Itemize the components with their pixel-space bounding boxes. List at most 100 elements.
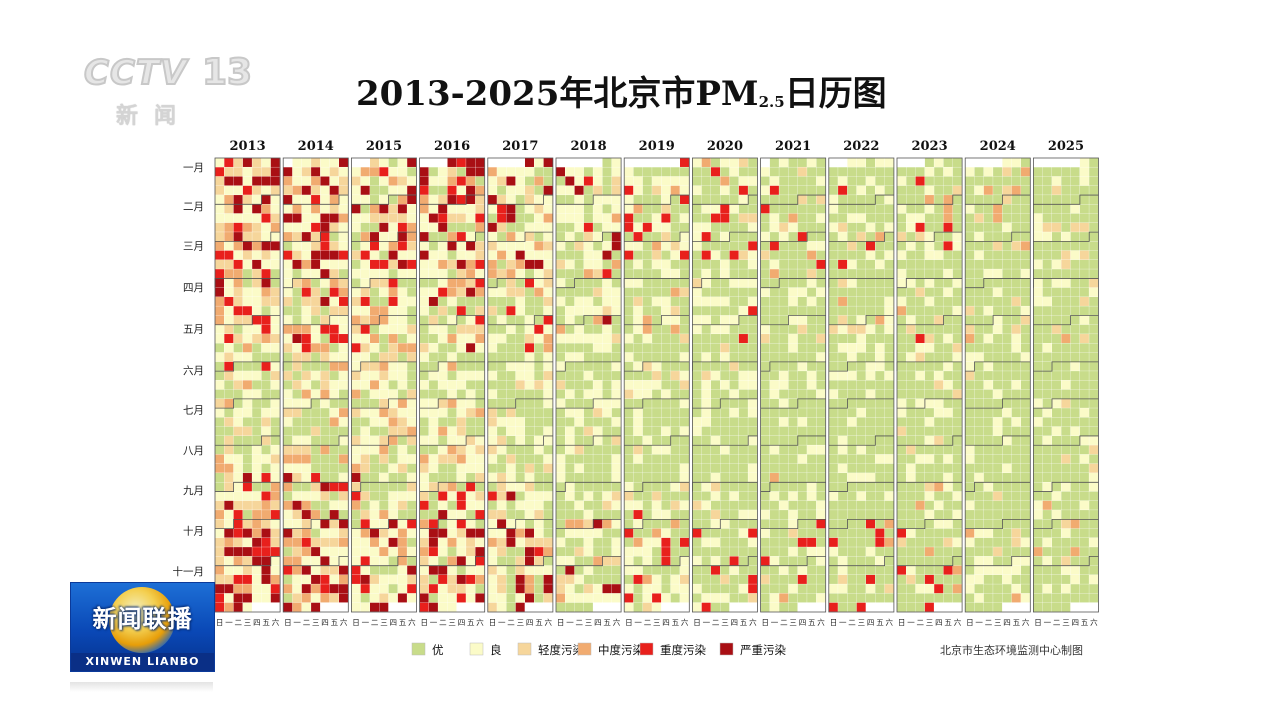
day-cell [593, 176, 603, 186]
day-cell [1052, 463, 1061, 473]
year-column-2025: 2025日一二三四五六 [1033, 139, 1099, 627]
day-cell [515, 232, 525, 242]
day-cell [379, 435, 389, 445]
day-cell [906, 445, 916, 455]
day-cell [261, 278, 271, 288]
day-cell [701, 158, 711, 167]
day-cell [534, 408, 544, 418]
day-cell [769, 241, 779, 251]
day-cell [1042, 602, 1052, 612]
month-boundary [1033, 231, 1099, 242]
day-cell [642, 343, 652, 353]
day-cell [828, 195, 838, 205]
day-cell [339, 158, 348, 167]
day-cell [661, 565, 671, 575]
day-cell [661, 445, 671, 455]
day-cell [748, 491, 758, 501]
day-cell [565, 278, 575, 288]
day-cell [642, 463, 652, 473]
day-cell [769, 417, 779, 427]
day-cell [1011, 204, 1021, 214]
day-cell [419, 454, 429, 464]
day-cell [506, 537, 516, 547]
day-cell [943, 473, 953, 482]
day-cell [351, 510, 361, 520]
day-cell [475, 408, 485, 418]
day-cell [701, 324, 711, 334]
month-boundary [351, 315, 417, 326]
day-cell [738, 426, 748, 436]
day-cell [828, 482, 838, 492]
day-cell [924, 445, 934, 455]
day-cell [497, 296, 507, 306]
day-cell [583, 241, 593, 251]
day-cell [1089, 185, 1099, 195]
day-cell [701, 287, 711, 297]
day-cell [652, 510, 662, 520]
day-cell [1011, 250, 1021, 260]
day-cell [339, 213, 348, 223]
month-boundary [760, 194, 826, 205]
day-cell [556, 371, 565, 381]
day-cell [1089, 352, 1099, 362]
day-cell [828, 547, 838, 557]
day-cell [1061, 482, 1071, 492]
day-cell [661, 389, 671, 399]
day-cell [407, 259, 417, 269]
day-cell [466, 296, 476, 306]
day-cell [438, 491, 448, 501]
day-cell [329, 454, 339, 464]
day-cell [838, 334, 848, 344]
month-boundary [624, 556, 690, 567]
day-cell [1070, 537, 1080, 547]
day-cell [993, 389, 1003, 399]
day-cell [866, 176, 875, 186]
day-cell [670, 556, 680, 566]
day-cell [320, 213, 330, 223]
day-cell [661, 398, 671, 408]
day-cell [611, 259, 621, 269]
day-cell [624, 593, 634, 603]
day-cell [506, 278, 516, 288]
day-cell [515, 389, 525, 399]
day-cell [506, 482, 516, 492]
day-cell [1052, 213, 1061, 223]
day-cell [797, 435, 807, 445]
weekday-label: 三 [789, 618, 797, 627]
day-cell [292, 473, 302, 482]
day-cell [466, 473, 476, 482]
day-cell [261, 204, 271, 214]
day-cell [534, 306, 544, 316]
day-cell [270, 491, 280, 501]
day-cell [720, 454, 730, 464]
day-cell [556, 176, 565, 186]
day-cell [215, 445, 224, 455]
day-cell [475, 537, 485, 547]
day-cell [652, 315, 662, 325]
day-cell [283, 232, 293, 242]
day-cell [924, 334, 934, 344]
day-cell [466, 287, 476, 297]
month-boundary [760, 556, 826, 567]
day-cell [370, 158, 379, 167]
day-cell [642, 213, 652, 223]
month-boundary [1033, 315, 1099, 326]
day-cell [738, 500, 748, 510]
day-cell [816, 259, 826, 269]
day-cell [556, 547, 565, 557]
day-cell [838, 371, 848, 381]
day-cell [807, 426, 817, 436]
day-cell [897, 278, 906, 288]
day-cell [1061, 213, 1071, 223]
day-cell [779, 435, 789, 445]
day-cell [370, 296, 379, 306]
day-cell [475, 463, 485, 473]
day-cell [779, 343, 789, 353]
day-cell [1033, 343, 1043, 353]
day-cell [934, 408, 944, 418]
day-cell [1061, 343, 1071, 353]
day-cell [633, 602, 643, 612]
weekday-label: 日 [625, 618, 633, 627]
day-cell [748, 584, 758, 594]
day-cell [270, 435, 280, 445]
